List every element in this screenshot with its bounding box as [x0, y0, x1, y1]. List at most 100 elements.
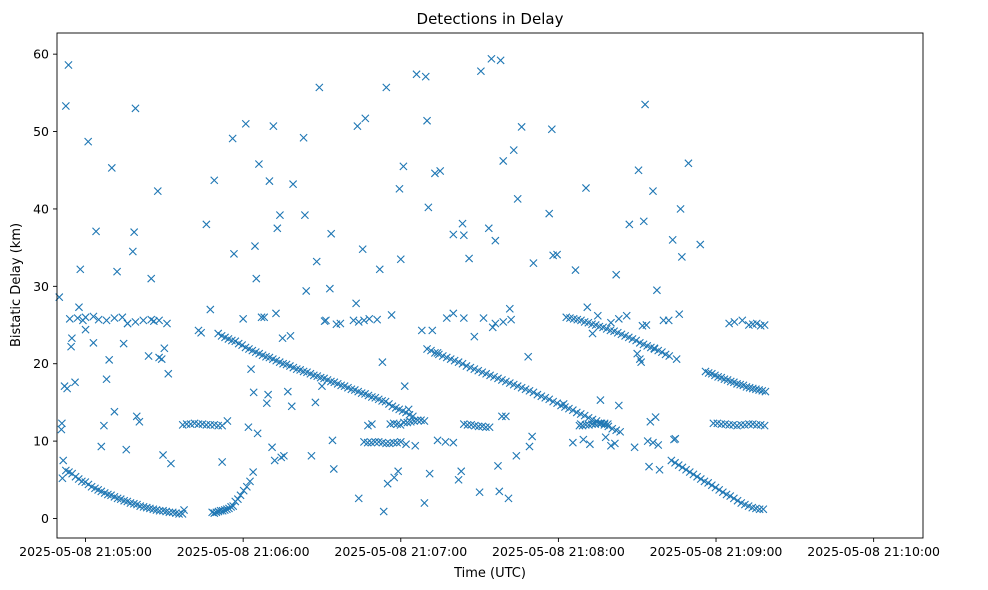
data-point-marker: [325, 284, 334, 293]
data-point-marker: [394, 467, 403, 476]
data-point-marker: [229, 249, 238, 258]
data-point-marker: [752, 420, 761, 429]
data-point-marker: [92, 227, 101, 236]
y-tick-label: 50: [33, 124, 49, 139]
data-point-marker: [270, 456, 279, 465]
data-point-marker: [707, 481, 716, 490]
data-point-marker: [84, 137, 93, 146]
data-point-marker: [228, 134, 237, 143]
data-point-marker: [378, 358, 387, 367]
data-point-marker: [711, 483, 720, 492]
data-point-marker: [194, 420, 203, 429]
data-point-marker: [180, 505, 189, 514]
data-point-marker: [744, 420, 753, 429]
data-point-marker: [488, 323, 497, 332]
data-point-marker: [759, 505, 768, 514]
data-point-marker: [65, 314, 74, 323]
y-tick-label: 10: [33, 434, 49, 449]
data-point-marker: [742, 382, 751, 391]
data-point-marker: [157, 355, 166, 364]
data-point-marker: [379, 507, 388, 516]
data-point-marker: [755, 386, 764, 395]
data-point-marker: [94, 315, 103, 324]
scatter-markers: [55, 54, 770, 518]
data-point-marker: [606, 441, 615, 450]
data-point-marker: [751, 385, 760, 394]
data-point-marker: [317, 382, 326, 391]
data-point-marker: [601, 433, 610, 442]
data-point-marker: [286, 331, 295, 340]
data-point-marker: [760, 321, 769, 330]
data-point-marker: [102, 316, 111, 325]
x-tick-label: 2025-05-08 21:08:00: [492, 544, 625, 559]
data-point-marker: [648, 438, 657, 447]
data-point-marker: [61, 102, 70, 111]
data-point-marker: [433, 348, 442, 357]
data-point-marker: [63, 384, 72, 393]
data-point-marker: [273, 224, 282, 233]
data-point-marker: [693, 472, 702, 481]
data-point-marker: [423, 116, 432, 125]
data-point-marker: [425, 469, 434, 478]
data-point-marker: [612, 270, 621, 279]
data-point-marker: [241, 119, 250, 128]
data-point-marker: [682, 465, 691, 474]
data-point-marker: [420, 499, 429, 508]
data-point-marker: [672, 355, 681, 364]
data-point-marker: [745, 383, 754, 392]
data-point-marker: [102, 375, 111, 384]
data-point-marker: [499, 317, 508, 326]
data-point-marker: [375, 265, 384, 274]
data-point-marker: [97, 442, 106, 451]
x-tick-label: 2025-05-08 21:07:00: [334, 544, 467, 559]
data-point-marker: [529, 259, 538, 268]
data-point-marker: [162, 319, 171, 328]
data-point-marker: [491, 319, 500, 328]
data-point-marker: [581, 184, 590, 193]
data-point-marker: [166, 459, 175, 468]
y-tick-label: 60: [33, 47, 49, 62]
data-point-marker: [428, 326, 437, 335]
data-point-marker: [404, 405, 413, 414]
data-point-marker: [164, 369, 173, 378]
data-point-marker: [222, 505, 231, 514]
data-point-marker: [525, 442, 534, 451]
data-point-marker: [363, 438, 372, 447]
data-point-marker: [545, 209, 554, 218]
data-point-marker: [487, 54, 496, 63]
data-point-marker: [475, 488, 484, 497]
data-point-marker: [726, 492, 735, 501]
data-point-marker: [71, 378, 80, 387]
data-point-marker: [307, 451, 316, 460]
data-point-marker: [218, 506, 227, 515]
data-point-marker: [269, 122, 278, 131]
data-point-marker: [654, 440, 663, 449]
data-point-marker: [568, 406, 577, 415]
data-point-marker: [218, 458, 227, 466]
data-point-marker: [57, 425, 66, 434]
data-point-marker: [726, 377, 735, 386]
data-point-marker: [427, 346, 435, 355]
data-point-marker: [717, 420, 726, 429]
data-point-marker: [736, 380, 745, 389]
data-point-marker: [214, 421, 223, 430]
data-point-marker: [496, 56, 505, 65]
data-point-marker: [144, 351, 153, 360]
data-point-marker: [396, 420, 405, 429]
data-point-marker: [268, 443, 277, 452]
data-point-marker: [302, 286, 311, 295]
data-point-marker: [227, 502, 236, 511]
data-point-marker: [107, 163, 116, 172]
data-point-marker: [641, 100, 650, 109]
data-point-marker: [58, 474, 67, 483]
data-point-marker: [725, 319, 734, 328]
data-point-marker: [580, 411, 589, 420]
data-point-marker: [113, 267, 122, 276]
data-point-marker: [459, 314, 468, 323]
data-point-marker: [315, 83, 324, 92]
data-point-marker: [262, 399, 271, 408]
x-tick-label: 2025-05-08 21:09:00: [650, 544, 783, 559]
data-point-marker: [733, 496, 742, 505]
data-point-marker: [395, 184, 404, 193]
data-point-marker: [287, 402, 296, 411]
